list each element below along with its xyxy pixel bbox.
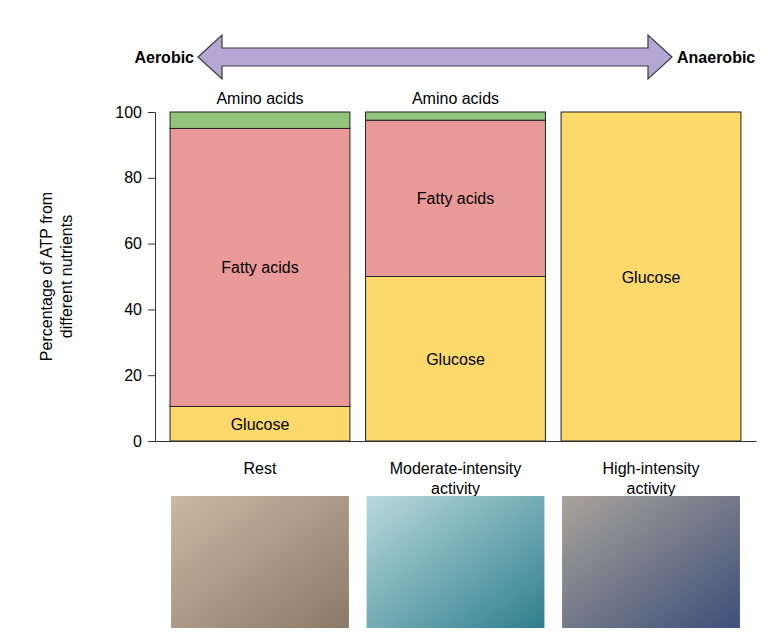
x-tick: Rest [244,441,277,477]
bar-segment [561,112,741,113]
segment-label: Fatty acids [221,259,298,276]
bar-segment [561,112,741,113]
y-tick-label: 60 [124,235,142,252]
photo [562,496,740,628]
segment-labels: Glucose Fatty acids Amino acids Glucose Fatt… [216,90,680,433]
x-axis-line [156,441,757,442]
y-tick-label: 20 [124,367,142,384]
y-tick-mark [148,178,155,179]
bar-segment [366,277,546,442]
segment-label: Fatty acids [417,190,494,207]
y-tick-label: 40 [124,301,142,318]
y-tick-label: 80 [124,169,142,186]
bar-segment [366,120,546,276]
photo [171,496,349,628]
y-tick-mark [148,309,155,310]
photo [367,496,545,628]
y-tick: 40 [124,301,155,318]
y-tick: 80 [124,169,155,186]
x-tick-label: Moderate-intensityactivity [390,460,522,497]
x-tick-label: High-intensityactivity [603,460,700,497]
chart: Aerobic Anaerobic Glucose Fatty acids Amino … [0,0,773,642]
x-axis: Rest Moderate-intensityactivity High-inten… [156,441,757,497]
bar-segment [561,112,741,441]
y-tick: 100 [115,104,155,121]
y-axis: 0 20 40 60 80 100 [115,104,155,450]
annotation: Anaerobic [677,49,755,66]
x-tick: Moderate-intensityactivity [390,441,522,497]
segment-label: Glucose [426,351,485,368]
bar-segment [170,128,350,406]
segment-label: Glucose [231,416,290,433]
y-tick: 20 [124,367,155,384]
y-tick: 60 [124,235,155,252]
y-tick: 0 [133,433,155,450]
y-tick-mark [148,375,155,376]
y-tick-label: 0 [133,433,142,450]
arrow [198,35,672,79]
y-tick-mark [148,244,155,245]
x-tick: High-intensityactivity [603,441,700,497]
x-tick-label: Rest [244,460,277,477]
y-axis-line [148,113,156,442]
bars [170,112,741,441]
y-axis-title: Percentage of ATP fromdifferent nutrient… [38,192,75,361]
y-tick-label: 100 [115,104,142,121]
segment-label: Amino acids [412,90,499,107]
segment-label: Amino acids [216,90,303,107]
bar-segment [170,406,350,441]
bar-segment [170,112,350,128]
bar-segment [366,112,546,120]
segment-label: Glucose [622,269,681,286]
y-tick-mark [148,112,155,113]
annotation: Aerobic [134,49,194,66]
y-tick-mark [148,441,155,442]
